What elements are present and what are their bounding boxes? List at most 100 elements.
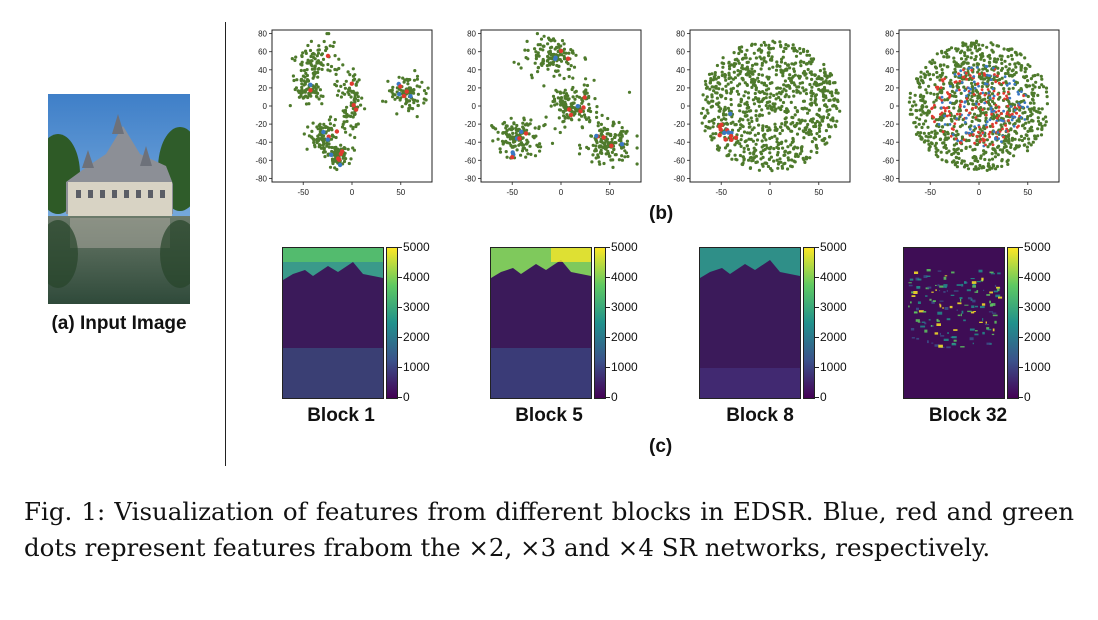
feature-point-x4 bbox=[342, 110, 347, 114]
feature-point-x4 bbox=[1028, 64, 1032, 68]
feature-point-x4 bbox=[966, 48, 970, 52]
feature-point-x3 bbox=[566, 107, 572, 112]
feature-point-x2 bbox=[991, 87, 995, 91]
feature-point-x4 bbox=[776, 162, 781, 166]
feature-point-x4 bbox=[738, 153, 742, 158]
feature-point-x4 bbox=[793, 113, 797, 117]
feature-point-x4 bbox=[961, 44, 965, 48]
y-tick-label: 20 bbox=[258, 84, 267, 93]
x-tick-label: 0 bbox=[350, 188, 355, 197]
feature-point-x3 bbox=[719, 122, 724, 127]
feature-point-x4 bbox=[762, 40, 766, 45]
figure: (a) Input Image 80 60 40 20 0 -20 -40 -60 -80 -50… bbox=[48, 22, 1060, 466]
feature-point-x4 bbox=[334, 135, 338, 140]
feature-point-x4 bbox=[309, 39, 313, 43]
feature-point-x4 bbox=[781, 100, 786, 105]
feature-point-x4 bbox=[758, 47, 762, 51]
feature-point-x4 bbox=[943, 50, 948, 55]
colorbar-tick-label: 3000 bbox=[398, 300, 430, 314]
feature-point-x4 bbox=[418, 85, 422, 89]
feature-point-x4 bbox=[1005, 139, 1009, 143]
feature-point-x4 bbox=[700, 121, 704, 125]
feature-point-x4 bbox=[308, 48, 313, 53]
feature-point-x4 bbox=[300, 82, 304, 86]
feature-point-x4 bbox=[990, 157, 995, 161]
feature-point-x4 bbox=[623, 155, 627, 159]
y-tick-label: 60 bbox=[258, 48, 267, 57]
feature-point-x4 bbox=[534, 50, 538, 54]
feature-point-x4 bbox=[747, 96, 751, 100]
feature-point-x4 bbox=[782, 83, 786, 87]
feature-point-x4 bbox=[343, 92, 347, 96]
feature-point-x2 bbox=[1012, 124, 1016, 128]
feature-point-x4 bbox=[299, 92, 303, 96]
feature-point-x4 bbox=[772, 147, 776, 151]
feature-point-x4 bbox=[744, 67, 748, 71]
feature-point-x2 bbox=[325, 137, 330, 142]
feature-point-x4 bbox=[922, 122, 926, 126]
feature-point-x4 bbox=[1023, 136, 1027, 140]
feature-point-x4 bbox=[324, 48, 328, 53]
feature-point-x4 bbox=[329, 137, 334, 141]
feature-point-x4 bbox=[942, 63, 946, 67]
feature-point-x4 bbox=[991, 50, 995, 54]
feature-point-x4 bbox=[995, 44, 999, 48]
feature-point-x4 bbox=[835, 119, 839, 123]
feature-point-x4 bbox=[931, 73, 935, 77]
feature-point-x3 bbox=[958, 88, 961, 92]
y-tick-label: -80 bbox=[255, 174, 267, 183]
feature-point-x4 bbox=[306, 61, 310, 65]
colorbar bbox=[594, 247, 606, 399]
feature-point-x4 bbox=[917, 122, 921, 126]
feature-point-x3 bbox=[983, 74, 987, 77]
feature-point-x4 bbox=[562, 91, 566, 95]
feature-point-x4 bbox=[750, 67, 754, 71]
feature-point-x3 bbox=[997, 81, 1001, 85]
feature-point-x4 bbox=[940, 125, 945, 129]
feature-point-x4 bbox=[1009, 127, 1013, 131]
feature-point-x4 bbox=[738, 109, 742, 113]
feature-point-x4 bbox=[610, 137, 614, 141]
feature-point-x4 bbox=[946, 123, 950, 127]
feature-point-x3 bbox=[339, 149, 345, 154]
feature-point-x4 bbox=[510, 135, 514, 139]
feature-point-x4 bbox=[515, 123, 519, 128]
feature-point-x4 bbox=[732, 51, 736, 55]
feature-point-x4 bbox=[1013, 103, 1017, 107]
feature-point-x4 bbox=[733, 58, 737, 62]
feature-point-x4 bbox=[345, 119, 349, 123]
feature-point-x4 bbox=[1003, 142, 1007, 146]
feature-point-x4 bbox=[1006, 71, 1010, 76]
feature-point-x4 bbox=[586, 147, 591, 151]
feature-point-x4 bbox=[804, 88, 808, 92]
feature-point-x2 bbox=[955, 117, 959, 120]
feature-point-x4 bbox=[736, 73, 740, 77]
feature-point-x3 bbox=[985, 125, 989, 129]
feature-point-x4 bbox=[968, 48, 972, 52]
feature-point-x4 bbox=[1019, 134, 1023, 138]
feature-point-x4 bbox=[998, 95, 1002, 99]
feature-point-x4 bbox=[775, 153, 780, 157]
feature-point-x4 bbox=[772, 93, 776, 98]
feature-point-x4 bbox=[555, 46, 559, 50]
feature-point-x4 bbox=[810, 85, 814, 89]
feature-point-x4 bbox=[498, 147, 502, 151]
feature-point-x4 bbox=[981, 67, 985, 71]
feature-point-x4 bbox=[567, 51, 571, 55]
feature-point-x4 bbox=[1030, 97, 1035, 101]
feature-point-x4 bbox=[952, 159, 956, 163]
feature-point-x4 bbox=[748, 166, 753, 170]
feature-point-x4 bbox=[959, 91, 963, 95]
feature-point-x4 bbox=[971, 115, 975, 119]
feature-point-x3 bbox=[308, 88, 313, 93]
feature-point-x4 bbox=[1006, 158, 1010, 162]
feature-point-x4 bbox=[611, 158, 615, 162]
feature-point-x3 bbox=[978, 72, 981, 76]
feature-point-x4 bbox=[322, 122, 326, 126]
feature-point-x4 bbox=[617, 120, 621, 125]
feature-point-x4 bbox=[317, 97, 321, 101]
feature-point-x4 bbox=[330, 145, 334, 150]
feature-point-x4 bbox=[752, 152, 756, 156]
feature-point-x4 bbox=[982, 111, 986, 115]
feature-point-x2 bbox=[943, 123, 947, 126]
